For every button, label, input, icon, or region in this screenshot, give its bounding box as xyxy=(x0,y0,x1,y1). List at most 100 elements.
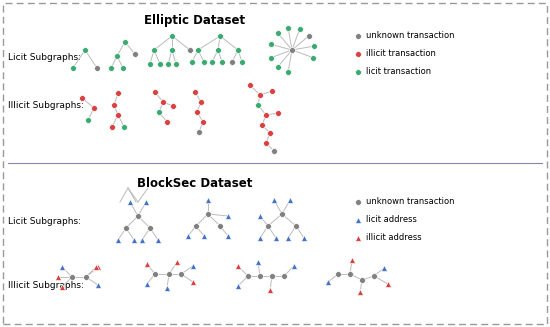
Point xyxy=(272,235,280,241)
Point xyxy=(173,259,182,265)
Point xyxy=(256,93,265,98)
Point xyxy=(119,65,128,71)
Point xyxy=(146,225,155,231)
Point xyxy=(204,211,212,216)
Point xyxy=(153,237,162,243)
Point xyxy=(58,284,67,290)
Point xyxy=(268,273,277,279)
Point xyxy=(53,274,62,280)
Point xyxy=(285,198,294,203)
Text: licit address: licit address xyxy=(366,215,417,225)
Point xyxy=(224,214,233,219)
Point xyxy=(200,60,208,65)
Point xyxy=(290,263,299,268)
Point xyxy=(142,261,151,267)
Point xyxy=(92,265,101,270)
Point xyxy=(163,61,172,67)
Point xyxy=(191,223,200,229)
Point xyxy=(273,64,282,69)
Point xyxy=(234,47,243,53)
Point xyxy=(383,282,392,287)
Point xyxy=(191,89,200,95)
Text: BlockSec Dataset: BlockSec Dataset xyxy=(138,177,252,190)
Text: Illicit Subgraphs:: Illicit Subgraphs: xyxy=(8,100,84,110)
Point xyxy=(268,88,277,94)
Point xyxy=(109,102,118,108)
Point xyxy=(354,33,362,39)
Point xyxy=(58,265,67,270)
Point xyxy=(114,112,123,118)
Point xyxy=(130,51,139,57)
Point xyxy=(156,61,164,67)
Point xyxy=(122,225,130,231)
Point xyxy=(125,199,134,205)
Point xyxy=(256,214,265,219)
Point xyxy=(142,282,151,287)
Point xyxy=(323,279,332,284)
Point xyxy=(94,265,102,270)
Point xyxy=(288,47,296,53)
Text: unknown transaction: unknown transaction xyxy=(366,31,454,41)
Point xyxy=(262,112,271,118)
Text: illicit transaction: illicit transaction xyxy=(366,49,436,59)
Point xyxy=(354,217,362,223)
Point xyxy=(266,130,274,136)
Point xyxy=(184,233,192,239)
Point xyxy=(354,69,362,75)
Point xyxy=(263,223,272,229)
Point xyxy=(120,39,129,44)
Point xyxy=(292,223,300,229)
Point xyxy=(256,273,265,279)
Point xyxy=(113,53,122,59)
Point xyxy=(345,271,354,277)
Point xyxy=(270,198,278,203)
Point xyxy=(266,42,275,47)
Point xyxy=(163,119,172,125)
Point xyxy=(254,102,262,108)
Point xyxy=(185,47,194,53)
Point xyxy=(150,47,158,53)
Point xyxy=(334,271,343,277)
Point xyxy=(114,90,123,95)
Point xyxy=(256,235,265,241)
Point xyxy=(266,287,274,293)
Point xyxy=(308,55,317,60)
Point xyxy=(295,27,304,32)
Point xyxy=(216,223,224,229)
Point xyxy=(254,259,262,265)
Point xyxy=(216,33,224,39)
Point xyxy=(218,60,227,65)
Point xyxy=(78,95,86,101)
Point xyxy=(114,237,123,243)
Point xyxy=(138,237,146,243)
Point xyxy=(199,119,207,125)
Point xyxy=(267,55,276,60)
Point xyxy=(69,65,78,71)
Text: illicit address: illicit address xyxy=(366,233,422,243)
Point xyxy=(163,285,172,291)
Point xyxy=(358,277,366,283)
Point xyxy=(146,61,155,67)
Point xyxy=(257,122,266,128)
Text: Licit Subgraphs:: Licit Subgraphs: xyxy=(8,217,81,227)
Point xyxy=(273,30,282,36)
Point xyxy=(134,214,142,219)
Point xyxy=(262,140,271,146)
Text: Illicit Subgraphs:: Illicit Subgraphs: xyxy=(8,281,84,289)
Point xyxy=(151,271,160,277)
Point xyxy=(224,233,233,239)
Point xyxy=(92,65,101,71)
Point xyxy=(168,47,177,53)
Point xyxy=(300,235,309,241)
Text: unknown transaction: unknown transaction xyxy=(366,198,454,206)
Point xyxy=(284,26,293,31)
Point xyxy=(84,117,92,123)
Point xyxy=(172,61,180,67)
Point xyxy=(189,263,197,268)
Point xyxy=(119,124,128,129)
Point xyxy=(309,43,318,49)
Point xyxy=(204,198,212,203)
Text: licit transaction: licit transaction xyxy=(366,67,431,77)
Point xyxy=(284,235,293,241)
Point xyxy=(370,273,378,279)
